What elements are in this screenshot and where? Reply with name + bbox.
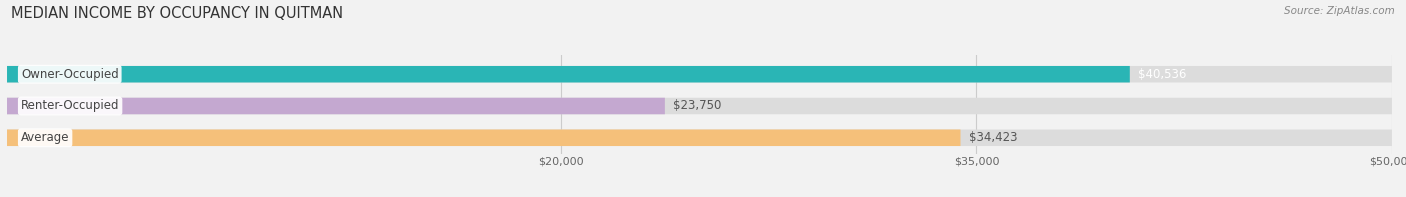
Text: Renter-Occupied: Renter-Occupied (21, 99, 120, 112)
Text: Source: ZipAtlas.com: Source: ZipAtlas.com (1284, 6, 1395, 16)
Text: $40,536: $40,536 (1137, 68, 1187, 81)
FancyBboxPatch shape (7, 98, 1392, 114)
Text: $34,423: $34,423 (969, 131, 1018, 144)
Text: Owner-Occupied: Owner-Occupied (21, 68, 118, 81)
FancyBboxPatch shape (7, 98, 665, 114)
FancyBboxPatch shape (7, 129, 1392, 146)
FancyBboxPatch shape (7, 66, 1130, 83)
FancyBboxPatch shape (7, 129, 960, 146)
Text: MEDIAN INCOME BY OCCUPANCY IN QUITMAN: MEDIAN INCOME BY OCCUPANCY IN QUITMAN (11, 6, 343, 21)
Text: $23,750: $23,750 (673, 99, 721, 112)
Text: Average: Average (21, 131, 69, 144)
FancyBboxPatch shape (7, 66, 1392, 83)
